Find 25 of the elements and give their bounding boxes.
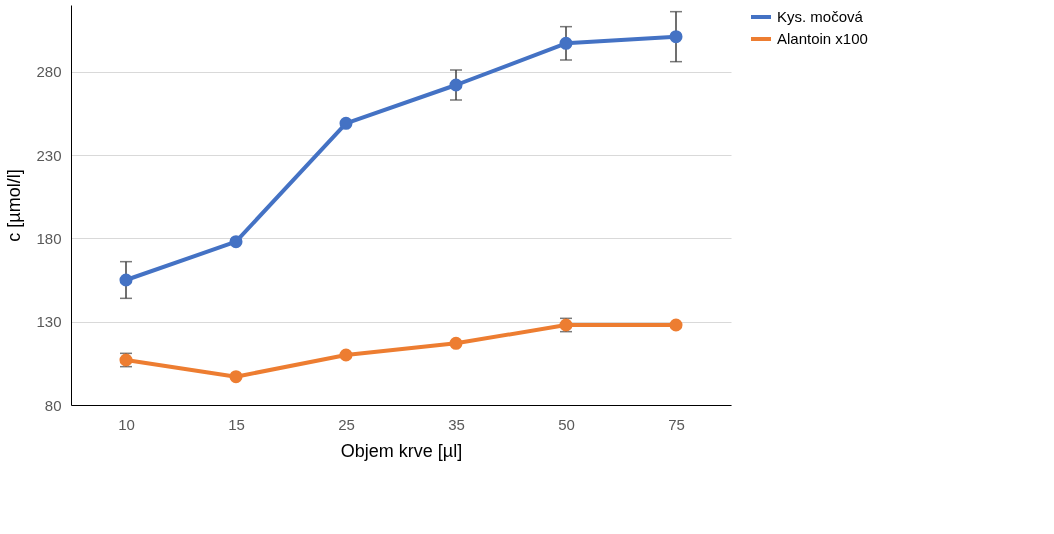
x-tick-label: 25 <box>338 415 355 433</box>
point <box>669 30 683 44</box>
point <box>119 273 133 287</box>
point <box>229 370 243 384</box>
y-axis-title: c [µmol/l] <box>4 169 25 242</box>
point <box>449 336 463 350</box>
x-axis-title: Objem krve [µl] <box>340 440 463 461</box>
point <box>339 116 353 130</box>
point <box>339 348 353 362</box>
x-tick-label: 35 <box>448 415 465 433</box>
point <box>229 235 243 249</box>
x-tick-label: 10 <box>118 415 135 433</box>
y-tick-label: 180 <box>36 229 62 247</box>
x-tick-label: 50 <box>558 415 575 433</box>
point <box>669 318 683 332</box>
y-tick-label: 230 <box>36 146 62 164</box>
point <box>449 78 463 92</box>
x-tick-label: 75 <box>668 415 685 433</box>
legend-label: Kys. močová <box>777 8 864 25</box>
legend-label: Alantoin x100 <box>777 30 868 47</box>
x-tick-label: 15 <box>228 415 245 433</box>
point <box>559 36 573 50</box>
y-tick-label: 80 <box>44 396 62 414</box>
y-tick-label: 280 <box>36 63 62 81</box>
y-tick-label: 130 <box>36 313 62 331</box>
